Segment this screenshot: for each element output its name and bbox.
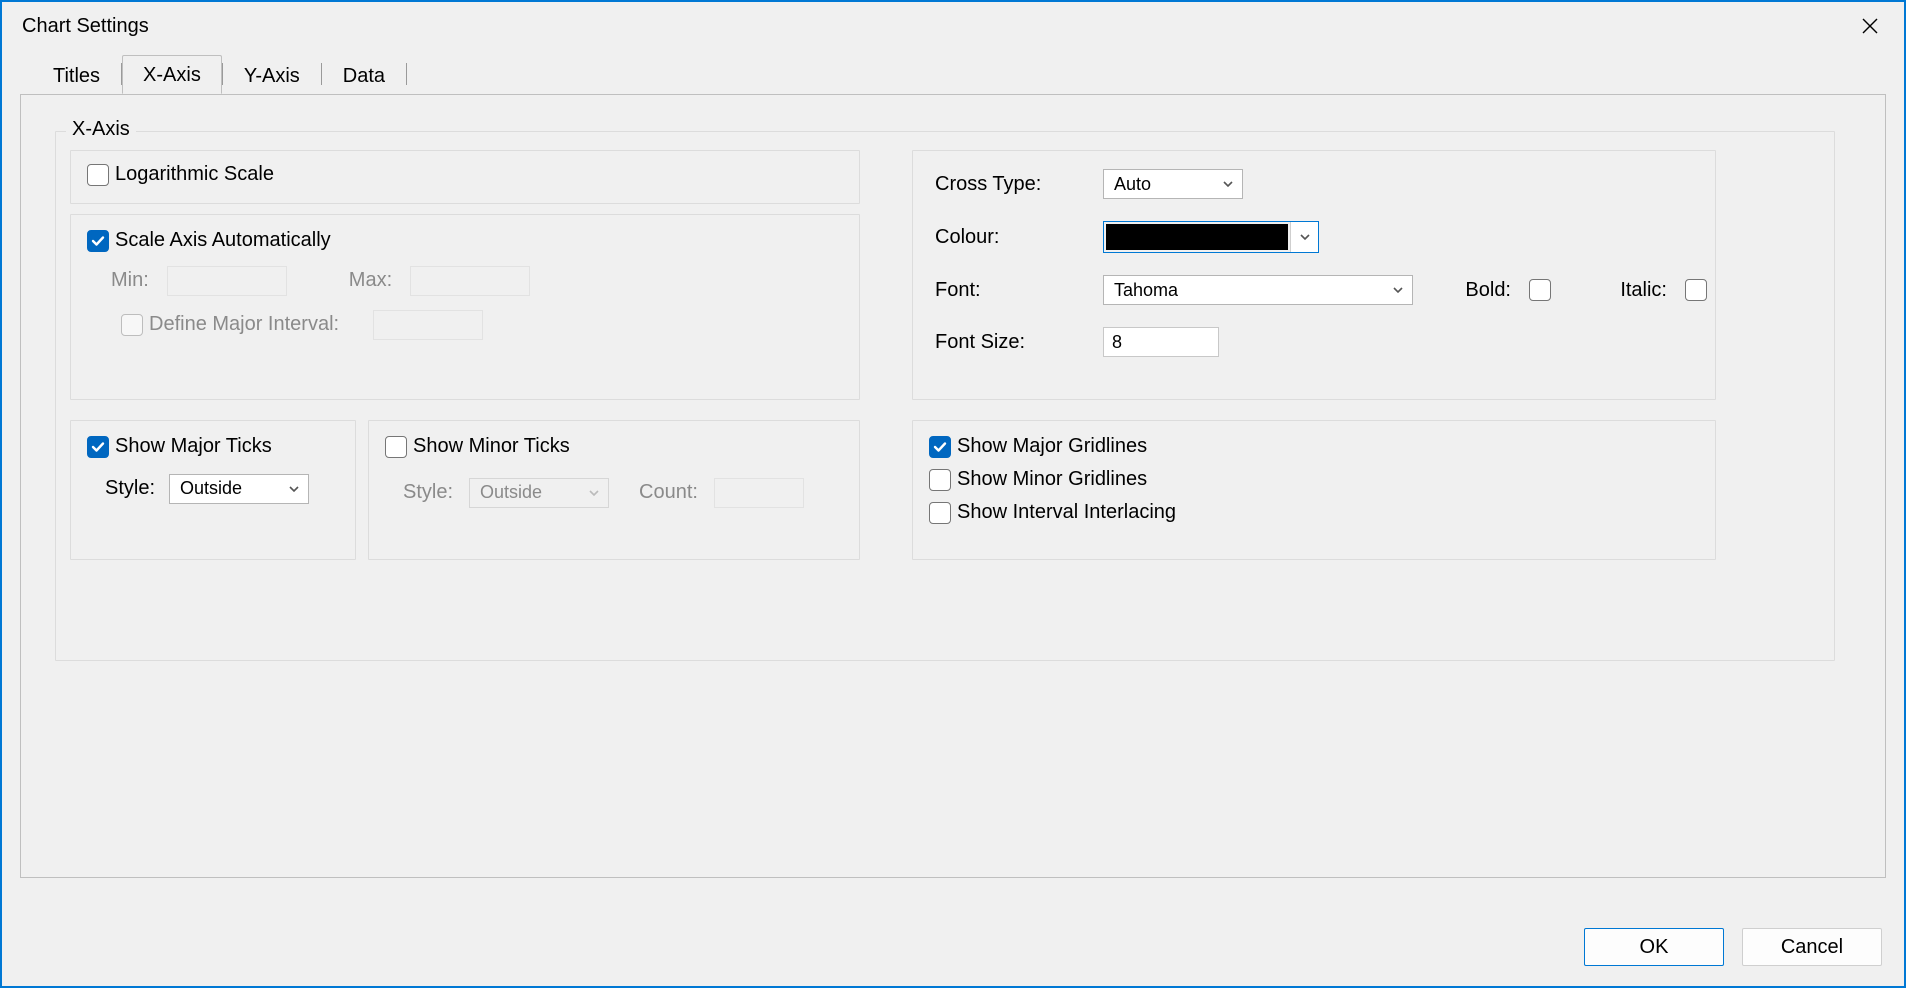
select-cross-type[interactable]: Auto bbox=[1103, 169, 1243, 199]
tab-panel: X-Axis Logarithmic Scale Scale Axis Auto… bbox=[20, 94, 1886, 878]
group-scale-auto: Scale Axis Automatically Min: Max: Defin… bbox=[70, 214, 860, 400]
label-font-size: Font Size: bbox=[935, 331, 1085, 354]
checkbox-scale-auto-label: Scale Axis Automatically bbox=[115, 229, 331, 252]
group-legend: X-Axis bbox=[66, 118, 136, 141]
label-italic: Italic: bbox=[1620, 279, 1667, 302]
select-minor-style-value: Outside bbox=[480, 482, 542, 503]
input-max bbox=[410, 266, 530, 296]
tab-separator bbox=[406, 63, 407, 85]
select-major-style[interactable]: Outside bbox=[169, 474, 309, 504]
label-font: Font: bbox=[935, 279, 1085, 302]
tab-y-axis[interactable]: Y-Axis bbox=[223, 56, 321, 94]
chevron-down-icon bbox=[288, 483, 300, 495]
label-minor-style: Style: bbox=[403, 481, 453, 504]
cancel-button[interactable]: Cancel bbox=[1742, 928, 1882, 966]
chevron-down-icon bbox=[1299, 231, 1311, 243]
checkbox-minor-gridlines[interactable]: Show Minor Gridlines bbox=[929, 468, 1699, 491]
checkbox-interval-interlacing[interactable]: Show Interval Interlacing bbox=[929, 501, 1699, 524]
checkbox-bold[interactable] bbox=[1529, 279, 1569, 301]
checkbox-italic[interactable] bbox=[1685, 279, 1725, 301]
group-gridlines: Show Major Gridlines Show Minor Gridline… bbox=[912, 420, 1716, 560]
tab-titles[interactable]: Titles bbox=[32, 56, 121, 94]
select-font[interactable]: Tahoma bbox=[1103, 275, 1413, 305]
checkbox-major-gridlines-label: Show Major Gridlines bbox=[957, 435, 1147, 458]
chevron-down-icon bbox=[1392, 284, 1404, 296]
input-minor-count bbox=[714, 478, 804, 508]
colour-swatch bbox=[1106, 224, 1288, 250]
ok-button[interactable]: OK bbox=[1584, 928, 1724, 966]
checkbox-log-scale[interactable]: Logarithmic Scale bbox=[87, 163, 274, 186]
input-min bbox=[167, 266, 287, 296]
label-min: Min: bbox=[111, 269, 149, 292]
dialog-window: Chart Settings Titles X-Axis Y-Axis Data… bbox=[0, 0, 1906, 988]
group-major-ticks: Show Major Ticks Style: Outside bbox=[70, 420, 356, 560]
window-title: Chart Settings bbox=[22, 15, 149, 38]
dialog-buttons: OK Cancel bbox=[1584, 928, 1882, 966]
close-button[interactable] bbox=[1850, 6, 1890, 46]
checkbox-scale-auto[interactable]: Scale Axis Automatically bbox=[87, 229, 331, 252]
group-log-scale: Logarithmic Scale bbox=[70, 150, 860, 204]
checkbox-interval-interlacing-label: Show Interval Interlacing bbox=[957, 501, 1176, 524]
select-major-style-value: Outside bbox=[180, 478, 242, 499]
tab-data[interactable]: Data bbox=[322, 56, 406, 94]
label-cross-type: Cross Type: bbox=[935, 173, 1085, 196]
checkbox-major-gridlines[interactable]: Show Major Gridlines bbox=[929, 435, 1699, 458]
chevron-down-icon bbox=[588, 487, 600, 499]
checkbox-define-interval-label: Define Major Interval: bbox=[149, 313, 339, 336]
label-colour: Colour: bbox=[935, 226, 1085, 249]
tab-x-axis[interactable]: X-Axis bbox=[122, 55, 222, 94]
label-minor-count: Count: bbox=[639, 481, 698, 504]
label-max: Max: bbox=[349, 269, 392, 292]
label-bold: Bold: bbox=[1465, 279, 1511, 302]
checkbox-minor-gridlines-label: Show Minor Gridlines bbox=[957, 468, 1147, 491]
colour-picker[interactable] bbox=[1103, 221, 1319, 253]
group-cross-font: Cross Type: Auto Colour: Font: bbox=[912, 150, 1716, 400]
close-icon bbox=[1861, 17, 1879, 35]
tab-strip: Titles X-Axis Y-Axis Data bbox=[2, 50, 1904, 94]
group-x-axis: X-Axis Logarithmic Scale Scale Axis Auto… bbox=[55, 131, 1835, 661]
group-minor-ticks: Show Minor Ticks Style: Outside Count: bbox=[368, 420, 860, 560]
checkbox-minor-ticks-label: Show Minor Ticks bbox=[413, 435, 570, 458]
select-font-value: Tahoma bbox=[1114, 280, 1178, 301]
select-minor-style: Outside bbox=[469, 478, 609, 508]
titlebar: Chart Settings bbox=[2, 2, 1904, 50]
select-cross-type-value: Auto bbox=[1114, 174, 1151, 195]
checkbox-minor-ticks[interactable]: Show Minor Ticks bbox=[385, 435, 570, 458]
input-define-interval bbox=[373, 310, 483, 340]
input-font-size[interactable] bbox=[1103, 327, 1219, 357]
checkbox-major-ticks[interactable]: Show Major Ticks bbox=[87, 435, 272, 458]
checkbox-major-ticks-label: Show Major Ticks bbox=[115, 435, 272, 458]
checkbox-log-scale-label: Logarithmic Scale bbox=[115, 163, 274, 186]
colour-dropdown[interactable] bbox=[1290, 222, 1318, 252]
chevron-down-icon bbox=[1222, 178, 1234, 190]
label-major-style: Style: bbox=[105, 477, 155, 500]
checkbox-define-interval: Define Major Interval: bbox=[121, 313, 339, 336]
